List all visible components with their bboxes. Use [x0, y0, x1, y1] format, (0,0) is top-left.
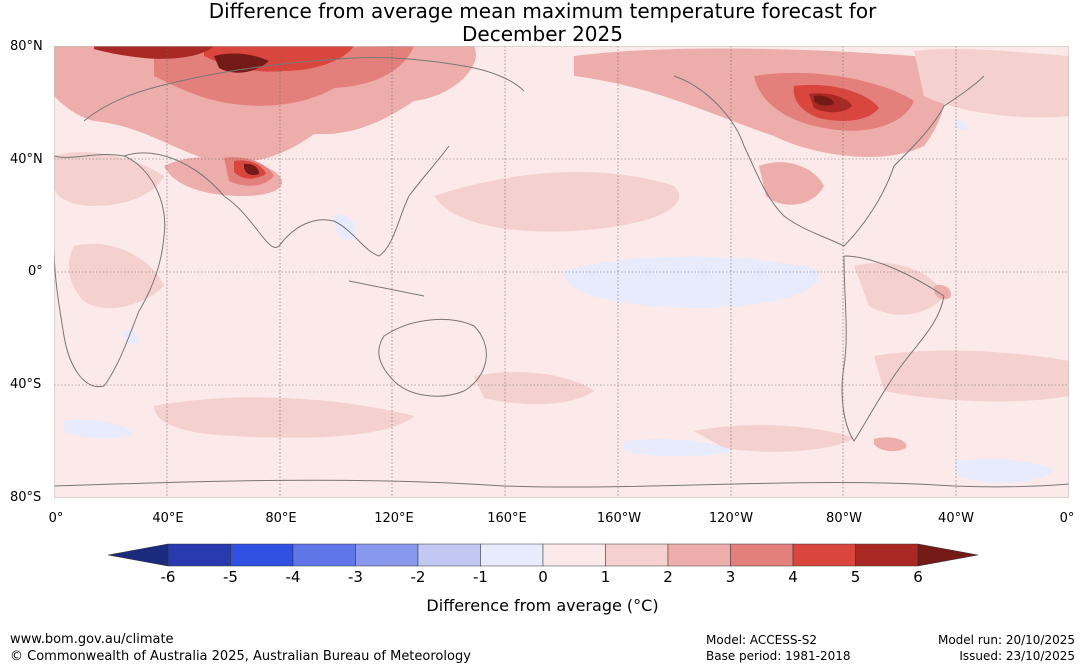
colorbar-segment: [542, 543, 606, 567]
colorbar-under-arrow: [107, 543, 169, 567]
footer-issued: Issued: 23/10/2025: [959, 649, 1075, 663]
map-title-line1: Difference from average mean maximum tem…: [208, 0, 877, 23]
forecast-map: [54, 46, 1069, 498]
anomaly-fields: [54, 46, 1069, 483]
colorbar-segment: [480, 543, 544, 567]
colorbar-tick-label: 1: [600, 568, 611, 586]
colorbar-segment: [730, 543, 794, 567]
colorbar-tick-label: 5: [850, 568, 861, 586]
colorbar-segment: [230, 543, 294, 567]
footer-base-period: Base period: 1981-2018: [706, 649, 851, 663]
colorbar-tick-label: 3: [725, 568, 736, 586]
lon-label-160e: 160°E: [487, 511, 527, 526]
footer-website[interactable]: www.bom.gov.au/climate: [10, 632, 174, 647]
colorbar-segment: [605, 543, 669, 567]
colorbar-segment: [667, 543, 731, 567]
colorbar-tick-label: -2: [410, 568, 426, 586]
lat-label-80n: 80°N: [10, 39, 43, 54]
colorbar-graphic: [107, 543, 979, 567]
map-title: Difference from average mean maximum tem…: [0, 0, 1085, 46]
colorbar-tick-label: 6: [913, 568, 923, 586]
coastlines: [54, 57, 1069, 488]
colorbar-label: Difference from average (°C): [0, 596, 1085, 615]
lon-label-0-left: 0°: [48, 511, 64, 526]
footer-run-info: Model run: 20/10/2025 Issued: 23/10/2025: [938, 632, 1075, 664]
lon-label-160w: 160°W: [596, 511, 642, 526]
colorbar-tick-label: -5: [223, 568, 238, 586]
colorbar-segment: [292, 543, 356, 567]
colorbar-label-text: Difference from average (: [426, 596, 634, 615]
lat-label-40n: 40°N: [10, 152, 43, 167]
graticule: [54, 46, 1069, 498]
footer-model-info: Model: ACCESS-S2 Base period: 1981-2018: [706, 632, 851, 664]
colorbar-tick-label: -1: [473, 568, 488, 586]
lon-label-40w: 40°W: [938, 511, 974, 526]
colorbar-segment: [355, 543, 419, 567]
colorbar-segment: [792, 543, 856, 567]
lat-label-40s: 40°S: [10, 377, 42, 392]
colorbar-tick-label: -3: [348, 568, 363, 586]
lat-label-80s: 80°S: [10, 490, 42, 505]
lon-label-80w: 80°W: [826, 511, 862, 526]
colorbar-tick-label: -4: [285, 568, 301, 586]
colorbar-segment: [167, 543, 231, 567]
colorbar-tick-label: 4: [788, 568, 798, 586]
lat-label-0: 0°: [28, 264, 43, 279]
colorbar-label-unit: °C): [633, 596, 659, 615]
footer-model-run: Model run: 20/10/2025: [937, 633, 1075, 647]
lon-label-40e: 40°E: [152, 511, 184, 526]
colorbar-over-arrow: [917, 543, 979, 567]
lon-label-120e: 120°E: [374, 511, 414, 526]
footer-copyright: © Commonwealth of Australia 2025, Austra…: [10, 649, 471, 664]
colorbar-tick-label: 0: [538, 568, 548, 586]
map-canvas: [54, 46, 1069, 498]
footer-left: www.bom.gov.au/climate © Commonwealth of…: [10, 631, 471, 665]
lon-label-0-right: 0°: [1059, 511, 1075, 526]
lon-label-120w: 120°W: [708, 511, 754, 526]
colorbar-segment: [417, 543, 481, 567]
footer-model: Model: ACCESS-S2: [706, 633, 818, 647]
lon-label-80e: 80°E: [265, 511, 297, 526]
colorbar-tick-label: 2: [663, 568, 673, 586]
colorbar-tick-label: -6: [160, 568, 176, 586]
colorbar-segment: [855, 543, 919, 567]
map-title-line2: December 2025: [462, 22, 623, 46]
colorbar: [107, 541, 979, 569]
